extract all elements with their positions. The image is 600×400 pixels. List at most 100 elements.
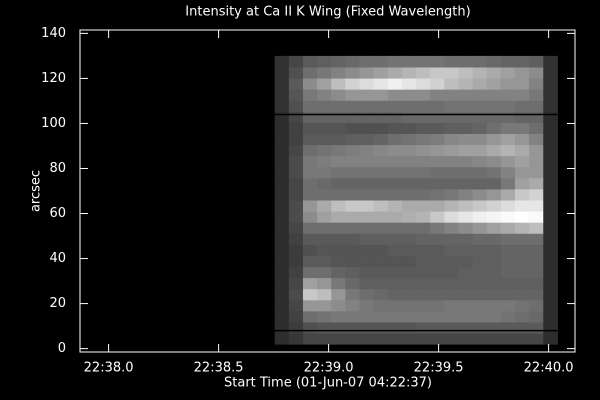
heat-cell — [359, 66, 375, 79]
heat-cell — [302, 310, 318, 323]
heat-cell — [430, 299, 445, 312]
heat-cell — [472, 133, 488, 146]
heat-cell — [274, 66, 290, 79]
heat-cell — [430, 111, 445, 123]
heat-cell — [514, 100, 530, 112]
heat-cell — [543, 288, 558, 301]
heat-cell — [444, 200, 459, 212]
heat-cell — [430, 310, 445, 323]
heat-cell — [274, 211, 290, 223]
heat-cell — [472, 177, 488, 190]
heat-cell — [302, 244, 318, 256]
heat-cell — [401, 222, 417, 234]
heat-cell — [274, 233, 290, 245]
heat-cell — [529, 188, 544, 201]
heat-cell — [514, 133, 530, 146]
heat-cell — [373, 144, 389, 157]
heat-cell — [430, 144, 445, 157]
heat-cell — [529, 266, 544, 279]
heat-cell — [274, 266, 290, 279]
heat-cell — [500, 122, 516, 134]
heat-cell — [416, 333, 431, 345]
heat-cell — [302, 177, 318, 190]
heat-cell — [486, 55, 502, 68]
heat-cell — [430, 211, 445, 223]
heat-cell — [387, 66, 403, 79]
heat-cell — [444, 299, 459, 312]
heat-cell — [302, 111, 318, 123]
heat-cell — [444, 321, 459, 334]
heat-cell — [543, 211, 558, 223]
heat-cell — [486, 222, 502, 234]
heat-cell — [514, 144, 530, 157]
heat-cell — [359, 188, 375, 201]
heat-cell — [430, 266, 445, 279]
heat-cell — [274, 111, 290, 123]
heat-cell — [458, 266, 474, 279]
heat-cell — [486, 288, 502, 301]
heat-cell — [317, 333, 332, 345]
heat-cell — [486, 266, 502, 279]
heat-cell — [543, 310, 558, 323]
heat-cell — [500, 55, 516, 68]
heat-cell — [331, 177, 346, 190]
heat-cell — [359, 122, 375, 134]
heat-cell — [529, 288, 544, 301]
heat-cell — [529, 122, 544, 134]
heat-cell — [444, 133, 459, 146]
heat-cell — [472, 122, 488, 134]
heat-cell — [331, 244, 346, 256]
x-tick-label: 22:38.5 — [194, 361, 244, 376]
heat-cell — [387, 133, 403, 146]
heat-cell — [387, 277, 403, 290]
heat-cell — [317, 200, 332, 212]
heat-cell — [359, 155, 375, 168]
heat-cell — [500, 222, 516, 234]
heat-cell — [331, 200, 346, 212]
heat-cell — [472, 188, 488, 201]
heat-cell — [458, 255, 474, 268]
chart-title: Intensity at Ca II K Wing (Fixed Wavelen… — [185, 5, 470, 20]
heat-cell — [331, 133, 346, 146]
heat-cell — [373, 166, 389, 179]
heat-cell — [472, 244, 488, 256]
heat-cell — [331, 66, 346, 79]
heat-cell — [359, 288, 375, 301]
heat-cell — [373, 122, 389, 134]
heat-cell — [514, 89, 530, 101]
heat-cell — [543, 255, 558, 268]
heat-cell — [302, 266, 318, 279]
heat-cell — [331, 89, 346, 101]
heat-cell — [345, 299, 361, 312]
heat-cell — [458, 122, 474, 134]
heat-cell — [472, 166, 488, 179]
heat-cell — [274, 89, 290, 101]
heat-cell — [401, 122, 417, 134]
heat-cell — [274, 255, 290, 268]
heat-cell — [288, 144, 304, 157]
heat-cell — [331, 211, 346, 223]
heat-cell — [373, 244, 389, 256]
heat-cell — [331, 122, 346, 134]
heat-cell — [359, 266, 375, 279]
heat-cell — [373, 255, 389, 268]
heat-cell — [317, 144, 332, 157]
heat-cell — [500, 310, 516, 323]
heat-cell — [458, 200, 474, 212]
heat-cell — [514, 222, 530, 234]
heat-cell — [486, 89, 502, 101]
heat-cell — [317, 89, 332, 101]
heat-cell — [458, 188, 474, 201]
heat-cell — [345, 122, 361, 134]
heat-cell — [486, 144, 502, 157]
x-tick-label: 22:39.5 — [414, 361, 464, 376]
heat-cell — [430, 255, 445, 268]
heat-cell — [373, 89, 389, 101]
heat-cell — [500, 166, 516, 179]
heat-cell — [302, 200, 318, 212]
heat-cell — [317, 233, 332, 245]
heat-cell — [514, 310, 530, 323]
heat-cell — [401, 155, 417, 168]
